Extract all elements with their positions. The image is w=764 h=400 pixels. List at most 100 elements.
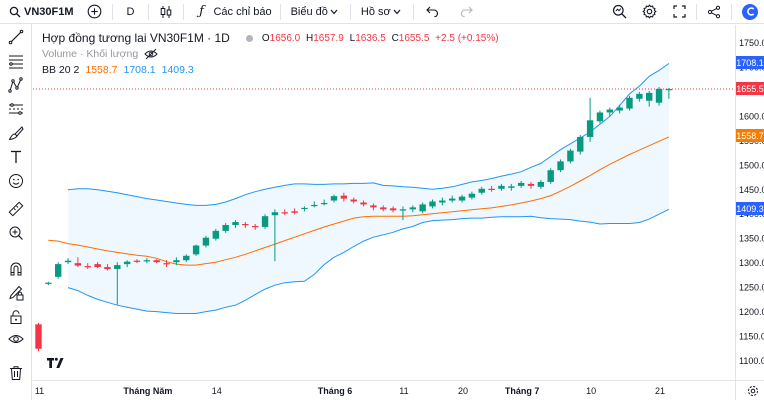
- pattern-tool[interactable]: [5, 74, 27, 96]
- time-tick-label: 10: [586, 386, 596, 396]
- price-tick-label: 1500.0: [739, 160, 764, 170]
- price-chart[interactable]: 1750.01700.01650.01600.01550.01500.01450…: [33, 25, 764, 400]
- candle-body: [350, 199, 357, 202]
- candle-body: [389, 208, 397, 211]
- tradingview-logo-button[interactable]: [734, 0, 764, 24]
- price-tick-label: 1100.0: [739, 356, 764, 366]
- candle-body: [557, 161, 564, 171]
- eye-icon: [8, 335, 24, 343]
- candle: [242, 222, 249, 228]
- candle-body: [419, 204, 426, 212]
- trend-line-tool[interactable]: [5, 26, 27, 48]
- candle-body: [646, 92, 653, 101]
- candle-body: [586, 120, 594, 137]
- time-tick-label: 11: [399, 386, 408, 396]
- candle-body: [291, 211, 298, 213]
- legend-bb-row[interactable]: BB 20 2 1558.7 1708.1 1409.3: [42, 62, 499, 78]
- candle-body: [488, 188, 495, 190]
- candle: [153, 259, 160, 264]
- candle-body: [508, 186, 515, 188]
- candle: [596, 110, 604, 124]
- profile-dropdown[interactable]: Hồ sơ: [353, 0, 411, 24]
- candle-body: [527, 183, 535, 186]
- time-tick-label: 20: [458, 386, 468, 396]
- candle: [547, 168, 554, 184]
- pencil-lock-icon: [9, 285, 24, 301]
- candle-body: [429, 201, 436, 207]
- candle: [291, 208, 298, 215]
- candle: [133, 259, 141, 264]
- candle: [55, 262, 62, 279]
- candle-body: [636, 93, 643, 99]
- fullscreen-button[interactable]: [664, 0, 694, 24]
- gear-icon: [640, 3, 658, 21]
- candle: [370, 203, 377, 211]
- candle: [577, 134, 584, 155]
- candle-body: [626, 97, 633, 109]
- bb-basis-value: 1558.7: [85, 63, 118, 76]
- candle-body: [242, 224, 249, 226]
- candle: [626, 95, 633, 111]
- quick-search-button[interactable]: [604, 0, 634, 24]
- text-tool[interactable]: [5, 146, 27, 168]
- redo-button[interactable]: [450, 0, 484, 24]
- candle-body: [340, 195, 348, 199]
- candle-body: [232, 222, 239, 225]
- hide-drawings-tool[interactable]: [5, 328, 27, 350]
- candle-body: [596, 112, 604, 122]
- candles-type-button[interactable]: [151, 0, 181, 24]
- brush-tool[interactable]: [5, 122, 27, 144]
- candle: [45, 281, 52, 286]
- time-axis-settings-button[interactable]: [747, 384, 761, 398]
- remove-drawings-tool[interactable]: [5, 362, 27, 384]
- candle-body: [370, 205, 377, 208]
- candle: [252, 224, 259, 230]
- settings-button[interactable]: [634, 0, 664, 24]
- share-button[interactable]: [699, 0, 729, 24]
- drawing-toolbar: [0, 24, 32, 400]
- zoom-in-tool[interactable]: [5, 222, 27, 244]
- change-value: +2.5 (+0.15%): [435, 32, 499, 44]
- candle-body: [567, 150, 574, 162]
- toolbar-divider: [731, 3, 732, 20]
- search-icon: [6, 3, 24, 21]
- candle: [616, 104, 623, 114]
- chart-type-dropdown[interactable]: Biểu đồ: [283, 0, 348, 24]
- undo-button[interactable]: [416, 0, 450, 24]
- candle-body: [330, 196, 338, 201]
- candle: [84, 263, 91, 270]
- candle-body: [153, 260, 160, 263]
- candle: [35, 322, 42, 352]
- candle-body: [311, 204, 318, 207]
- eye-off-icon[interactable]: [144, 48, 158, 60]
- candle-body: [212, 230, 219, 239]
- interval-button[interactable]: D: [115, 0, 147, 24]
- magnet-tool[interactable]: [5, 258, 27, 280]
- fib-tool[interactable]: [5, 50, 27, 72]
- legend-volume-row[interactable]: Volume · Khối lượng: [42, 46, 499, 62]
- emoji-tool[interactable]: [5, 170, 27, 192]
- candle-body: [183, 255, 190, 261]
- stay-drawing-tool[interactable]: [5, 282, 27, 304]
- candle: [380, 205, 387, 212]
- candle: [94, 262, 101, 269]
- candle: [301, 206, 308, 212]
- fullscreen-icon: [670, 3, 688, 21]
- lock-drawings-tool[interactable]: [5, 306, 27, 328]
- price-tick-label: 1350.0: [739, 234, 764, 244]
- forecast-tool[interactable]: [5, 98, 27, 120]
- candle-body: [163, 263, 170, 265]
- candle: [202, 235, 210, 248]
- candle: [173, 257, 180, 266]
- measure-tool[interactable]: [5, 198, 27, 220]
- tradingview-watermark[interactable]: [46, 356, 66, 370]
- candle-body: [261, 216, 269, 227]
- candle: [320, 199, 328, 206]
- compare-symbol-button[interactable]: [80, 0, 110, 24]
- indicators-button[interactable]: ƒ Các chỉ báo: [186, 0, 277, 24]
- zoom-search-icon: [610, 3, 628, 21]
- symbol-search-button[interactable]: VN30F1M: [0, 0, 80, 24]
- candle: [636, 91, 643, 102]
- magnet-icon: [10, 262, 22, 276]
- candle-body: [271, 212, 279, 216]
